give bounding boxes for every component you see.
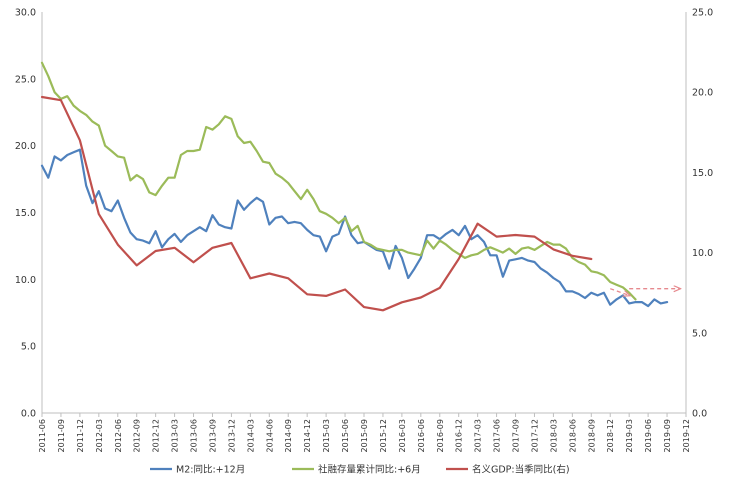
- series-line-2: [40, 61, 637, 301]
- x-tick-label: 2011-12: [76, 419, 85, 452]
- x-tick-label: 2011-06: [38, 419, 47, 452]
- x-tick-label: 2015-03: [322, 419, 331, 452]
- right-tick-label: 10.0: [692, 248, 713, 259]
- x-tick-label: 2012-06: [114, 419, 123, 452]
- x-tick-label: 2016-03: [398, 419, 407, 452]
- right-axis: 0.0 5.0 10.0 15.0 20.0 25.0: [685, 8, 713, 420]
- x-tick-label: 2014-06: [265, 419, 274, 452]
- x-tick-label: 2017-03: [474, 419, 483, 452]
- x-tick-label: 2014-03: [246, 419, 255, 452]
- x-tick-label: 2017-06: [493, 419, 502, 452]
- left-axis: 0.0 5.0 10.0 15.0 20.0 25.0 30.0: [15, 8, 43, 420]
- x-tick-label: 2019-06: [644, 419, 653, 452]
- left-tick-label: 30.0: [15, 8, 36, 19]
- x-tick-label: 2014-09: [284, 419, 293, 452]
- x-tick-label: 2013-03: [171, 419, 180, 452]
- x-tick-label: 2011-09: [57, 419, 66, 452]
- right-tick-label: 5.0: [692, 328, 707, 339]
- x-tick-label: 2018-03: [549, 419, 558, 452]
- left-tick-label: 10.0: [15, 275, 36, 286]
- right-tick-label: 15.0: [692, 168, 713, 179]
- right-tick-label: 0.0: [692, 409, 707, 420]
- series-line-3: [40, 95, 593, 312]
- x-tick-label: 2016-12: [455, 419, 464, 452]
- x-tick-label: 2013-06: [190, 419, 199, 452]
- x-tick-label: 2015-06: [341, 419, 350, 452]
- x-tick-label: 2018-12: [606, 419, 615, 452]
- left-tick-label: 0.0: [21, 409, 36, 420]
- x-tick-label: 2015-12: [379, 419, 388, 452]
- right-tick-label: 20.0: [692, 88, 713, 99]
- x-tick-label: 2016-06: [417, 419, 426, 452]
- projection-arrow-1: [610, 288, 629, 296]
- right-tick-label: 25.0: [692, 8, 713, 19]
- x-tick-label: 2018-09: [587, 419, 596, 452]
- x-tick-label: 2012-09: [133, 419, 142, 452]
- projection-arrows: [610, 289, 679, 296]
- x-tick-label: 2017-12: [530, 419, 539, 452]
- x-tick-label: 2019-12: [682, 419, 691, 452]
- series-lines: [40, 61, 669, 312]
- x-tick-label: 2015-09: [360, 419, 369, 452]
- x-tick-label: 2013-09: [208, 419, 217, 452]
- x-tick-label: 2019-03: [625, 419, 634, 452]
- legend-label-1: M2:同比:+12月: [176, 464, 245, 476]
- left-tick-label: 5.0: [21, 342, 36, 353]
- left-tick-label: 20.0: [15, 141, 36, 152]
- x-tick-label: 2014-12: [303, 419, 312, 452]
- left-tick-label: 25.0: [15, 74, 36, 85]
- x-tick-label: 2017-09: [512, 419, 521, 452]
- x-tick-label: 2012-12: [152, 419, 161, 452]
- legend-label-3: 名义GDP:当季同比(右): [472, 464, 570, 476]
- left-tick-label: 15.0: [15, 208, 36, 219]
- x-tick-label: 2018-06: [568, 419, 577, 452]
- legend: M2:同比:+12月 社融存量累计同比:+6月 名义GDP:当季同比(右): [150, 464, 570, 476]
- x-tick-label: 2012-03: [95, 419, 104, 452]
- x-axis: 2011-06 2011-09 2011-12 2012-03 2012-06 2012-…: [38, 412, 691, 452]
- x-tick-label: 2019-09: [663, 419, 672, 452]
- series-line-1: [40, 148, 669, 308]
- x-tick-label: 2016-09: [436, 419, 445, 452]
- x-tick-label: 2013-12: [227, 419, 236, 452]
- legend-label-2: 社融存量累计同比:+6月: [318, 464, 421, 476]
